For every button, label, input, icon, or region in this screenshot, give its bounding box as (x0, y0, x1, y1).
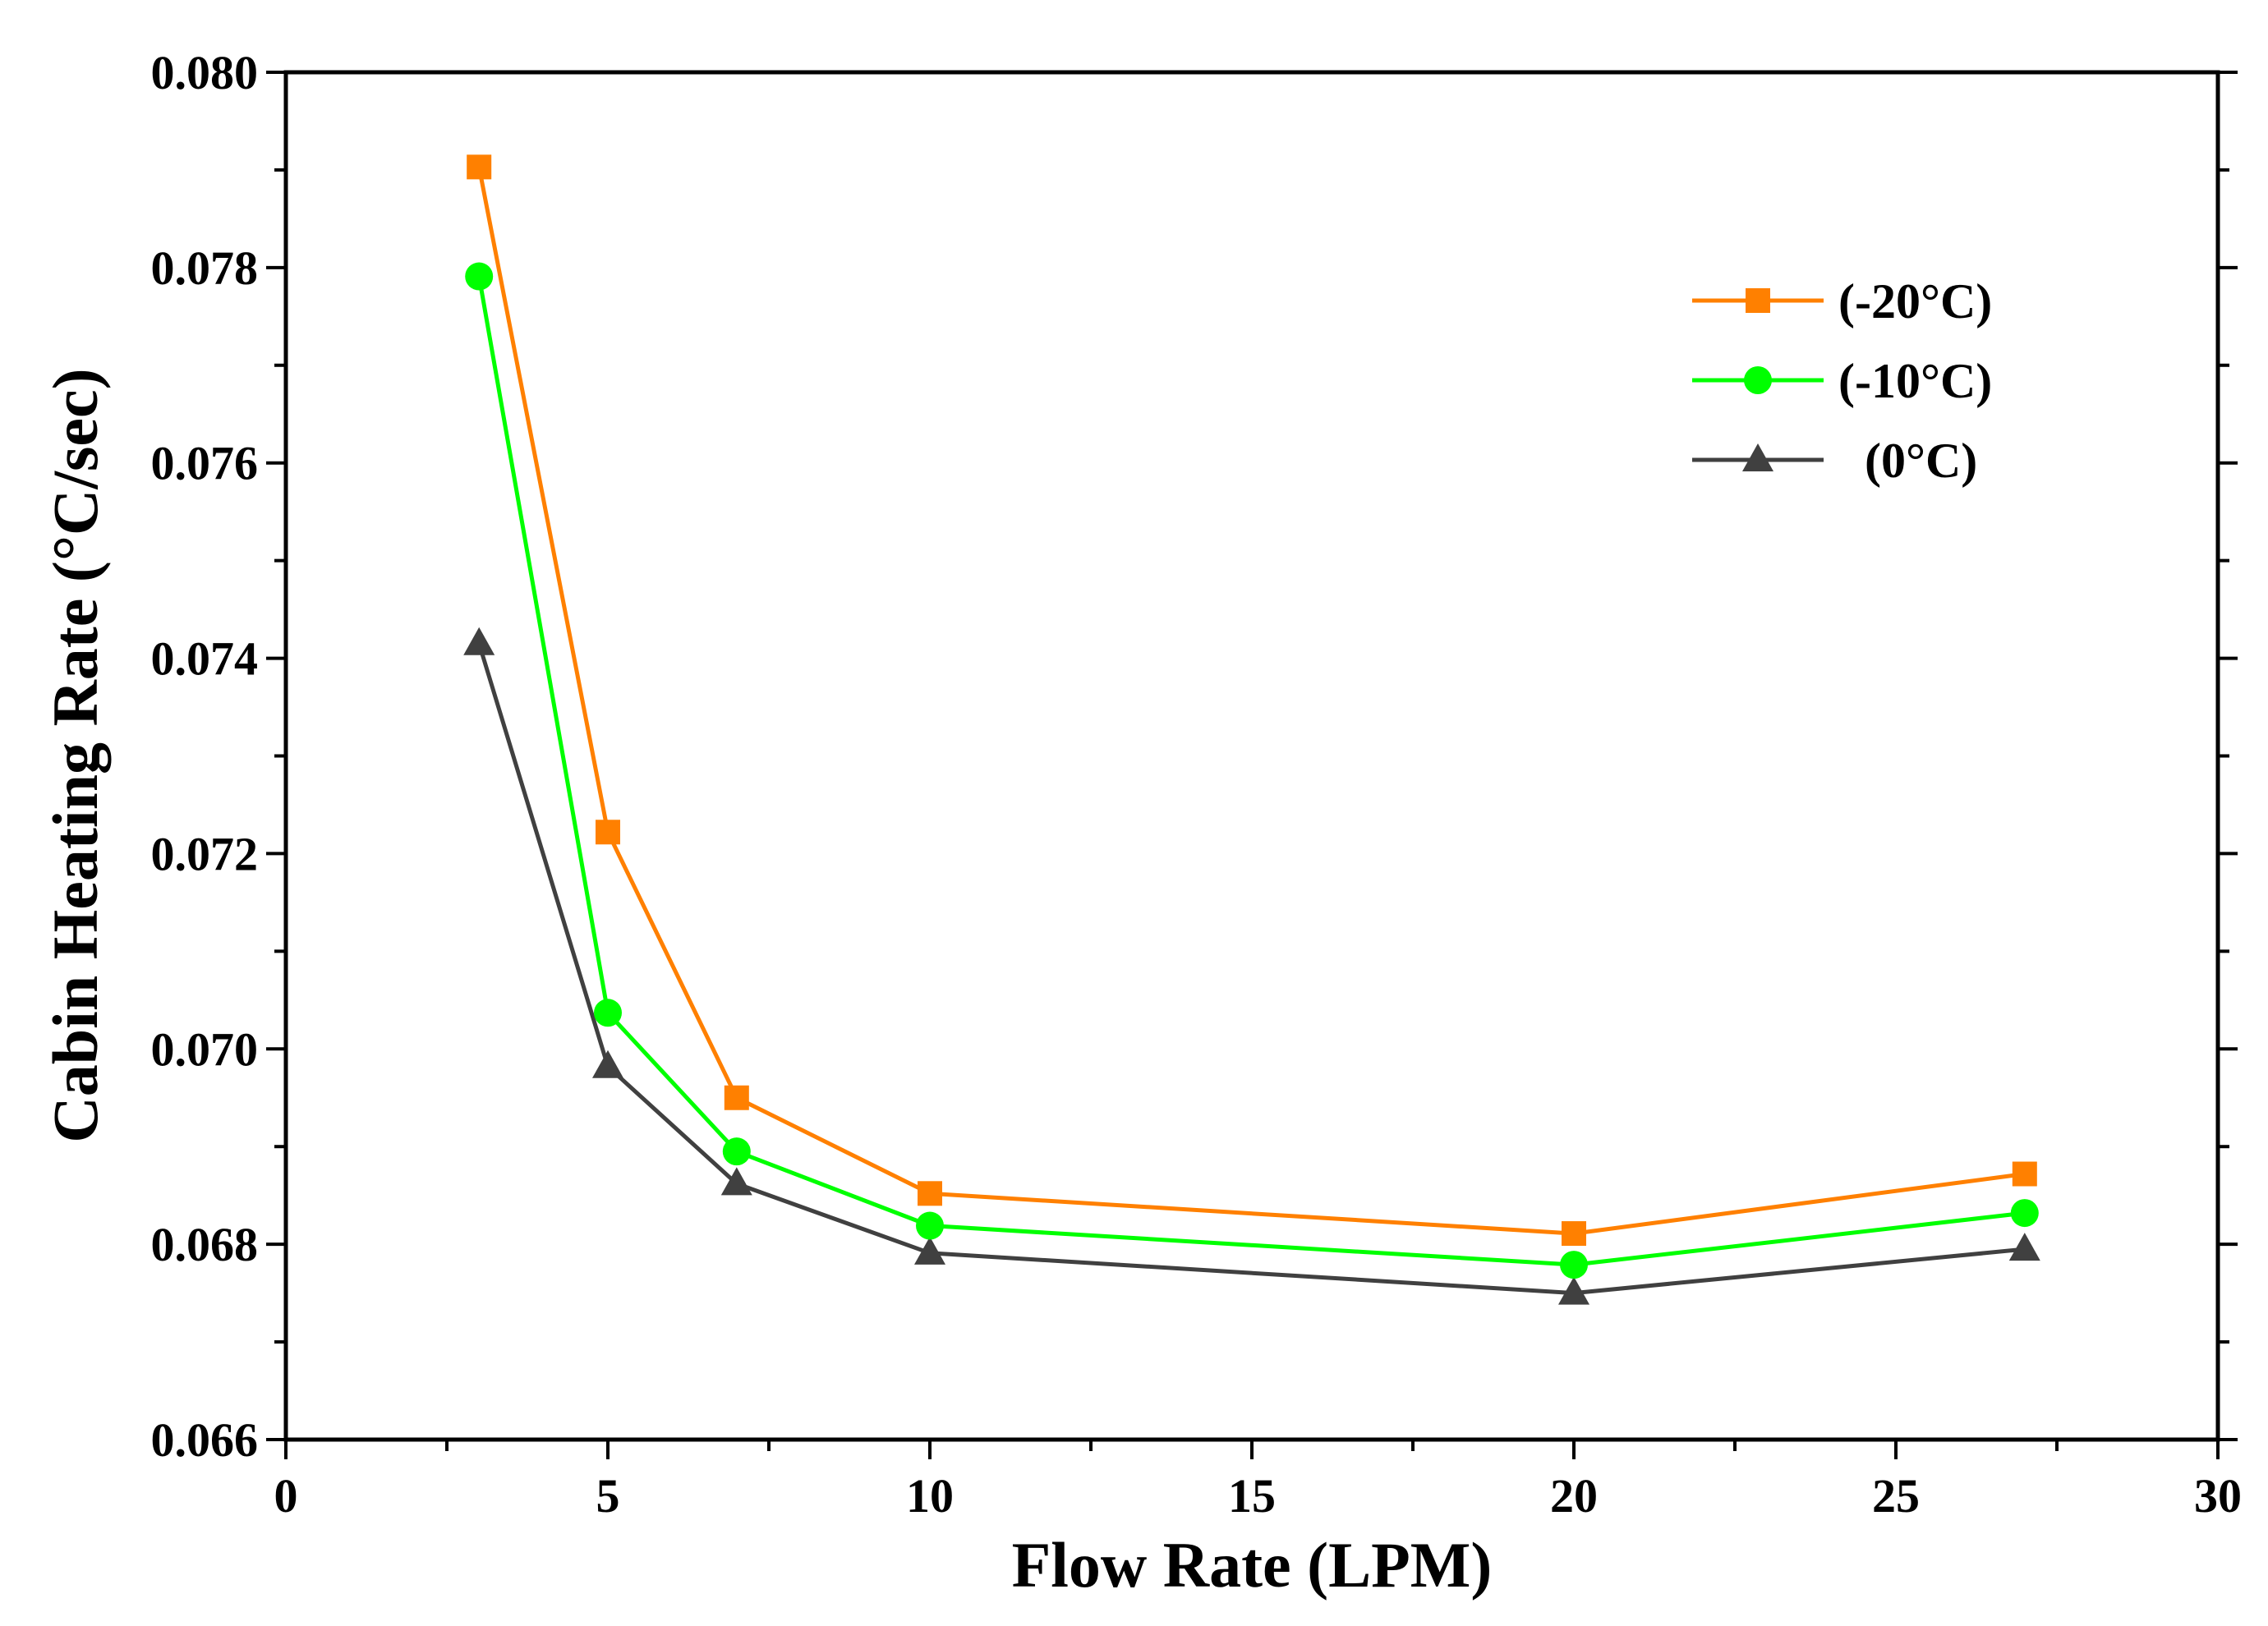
legend-marker (1746, 288, 1770, 313)
legend-marker (1744, 366, 1772, 394)
series-layer (463, 154, 2040, 1305)
data-point (467, 154, 492, 180)
data-point (592, 1050, 623, 1078)
legend-label: (-20°C) (1838, 274, 1992, 328)
legend-marker (1742, 443, 1773, 471)
data-point (1558, 1276, 1589, 1305)
series-line (476, 276, 2026, 1267)
x-tick-label: 5 (596, 1469, 620, 1523)
series-0 (467, 154, 2037, 1247)
y-axis-title: Cabin Heating Rate (°C/sec) (39, 368, 111, 1142)
legend-item: (0°C) (1692, 434, 1977, 488)
x-tick-label: 20 (1550, 1469, 1598, 1523)
y-tick-label: 0.078 (151, 241, 259, 295)
data-point (720, 1167, 752, 1196)
data-point (724, 1085, 749, 1110)
y-tick-label: 0.072 (151, 827, 259, 880)
tick-labels-layer: 0 5 10 15 20 25 30 0.066 0.068 0.070 0.072 0.074 0.0… (151, 46, 2243, 1523)
data-point (1560, 1251, 1588, 1279)
series-line (476, 166, 2026, 1236)
data-point (594, 999, 622, 1027)
y-tick-label: 0.070 (151, 1022, 259, 1076)
data-point (914, 1236, 945, 1265)
data-point (918, 1181, 942, 1206)
data-point (722, 1137, 751, 1166)
legend-label: (-10°C) (1838, 354, 1992, 408)
y-tick-label: 0.076 (151, 437, 259, 490)
data-point (2008, 1233, 2040, 1261)
data-point (463, 627, 495, 655)
y-tick-label: 0.066 (151, 1413, 259, 1467)
data-point (596, 820, 620, 845)
data-point (1562, 1221, 1586, 1247)
series-line (476, 642, 2026, 1296)
y-tick-label: 0.074 (151, 632, 259, 686)
x-tick-label: 0 (274, 1469, 298, 1523)
legend-label: (0°C) (1865, 434, 1977, 488)
legend: (-20°C) (-10°C) (0°C) (1692, 274, 1992, 488)
y-tick-label: 0.068 (151, 1218, 259, 1271)
data-point (465, 262, 494, 291)
x-tick-label: 15 (1228, 1469, 1276, 1523)
legend-item: (-10°C) (1692, 354, 1992, 408)
data-point (2010, 1199, 2039, 1228)
data-point (2012, 1161, 2037, 1187)
series-2 (463, 627, 2040, 1305)
data-point (916, 1211, 944, 1240)
x-tick-label: 10 (906, 1469, 954, 1523)
legend-item: (-20°C) (1692, 274, 1992, 328)
plot-frame (283, 70, 2220, 1442)
x-tick-label: 25 (1872, 1469, 1920, 1523)
y-tick-label: 0.080 (151, 46, 259, 99)
x-tick-label: 30 (2194, 1469, 2242, 1523)
x-axis-title: Flow Rate (LPM) (1012, 1529, 1493, 1601)
series-1 (465, 262, 2039, 1279)
